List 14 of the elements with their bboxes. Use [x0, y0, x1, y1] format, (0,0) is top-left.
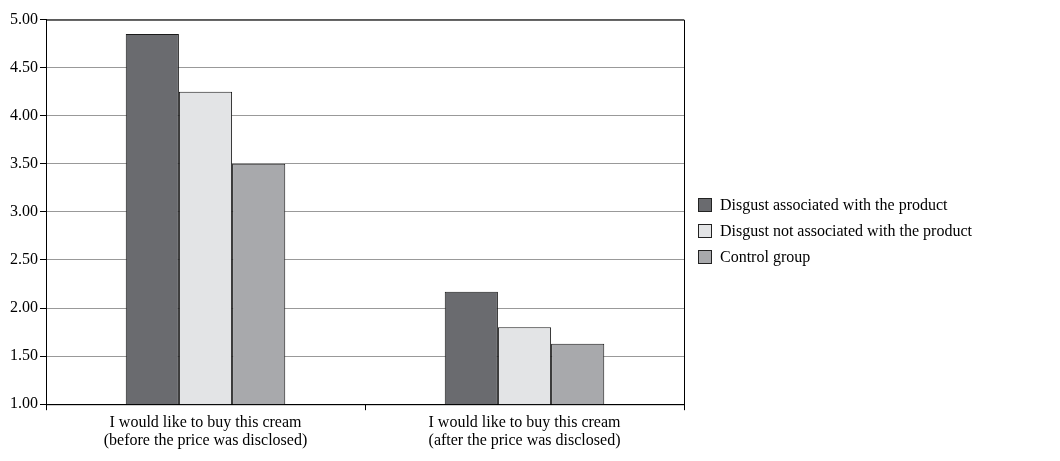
legend-label: Control group — [720, 247, 811, 266]
y-tick-label: 1.50 — [10, 346, 38, 364]
legend-label: Disgust associated with the product — [720, 195, 948, 214]
y-tick-label: 3.00 — [10, 202, 38, 220]
y-tick-label: 1.00 — [10, 394, 38, 412]
x-tick-label: I would like to buy this cream (before the price was disclosed) — [103, 412, 308, 449]
y-tick-label: 4.50 — [10, 57, 38, 75]
y-tick-label: 2.00 — [10, 298, 38, 316]
x-tick-label: I would like to buy this cream (after the price was disclosed) — [428, 412, 622, 449]
legend-label: Disgust not associated with the product — [720, 221, 972, 240]
y-tick-label: 5.00 — [10, 9, 38, 27]
y-tick-label: 2.50 — [10, 250, 38, 268]
y-tick-label: 4.00 — [10, 105, 38, 123]
y-tick-label: 3.50 — [10, 154, 38, 172]
